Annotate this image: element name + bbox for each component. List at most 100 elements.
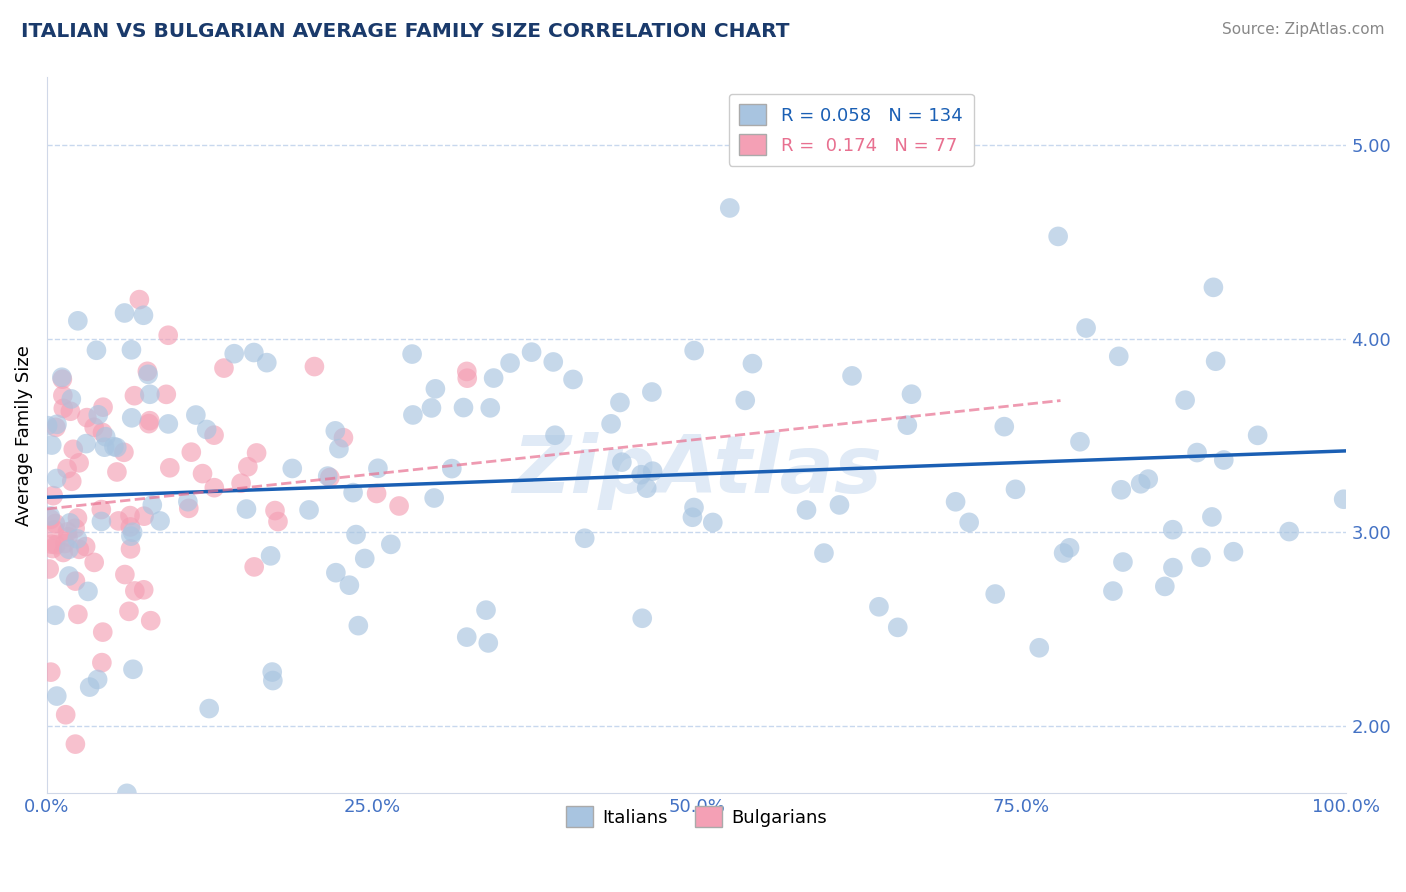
Point bbox=[212, 361, 235, 376]
Point bbox=[62, 442, 84, 457]
Point bbox=[264, 503, 287, 517]
Point bbox=[267, 515, 290, 529]
Point bbox=[76, 410, 98, 425]
Point bbox=[236, 459, 259, 474]
Point bbox=[65, 737, 87, 751]
Point bbox=[245, 446, 267, 460]
Text: Source: ZipAtlas.com: Source: ZipAtlas.com bbox=[1222, 22, 1385, 37]
Point bbox=[195, 422, 218, 436]
Point bbox=[262, 673, 284, 688]
Point bbox=[159, 460, 181, 475]
Point bbox=[1201, 510, 1223, 524]
Point bbox=[456, 371, 478, 385]
Point bbox=[60, 392, 83, 406]
Point bbox=[202, 428, 225, 442]
Point bbox=[124, 583, 146, 598]
Point bbox=[60, 475, 83, 489]
Point bbox=[52, 401, 75, 416]
Point bbox=[90, 502, 112, 516]
Point bbox=[128, 293, 150, 307]
Point bbox=[262, 665, 284, 679]
Point bbox=[52, 545, 75, 559]
Point bbox=[337, 578, 360, 592]
Point bbox=[957, 516, 980, 530]
Point bbox=[66, 607, 89, 622]
Point bbox=[41, 541, 63, 556]
Point bbox=[813, 546, 835, 560]
Point bbox=[380, 537, 402, 551]
Point bbox=[149, 514, 172, 528]
Point bbox=[37, 418, 59, 433]
Point bbox=[1161, 560, 1184, 574]
Point bbox=[132, 308, 155, 322]
Point bbox=[993, 419, 1015, 434]
Point bbox=[609, 395, 631, 409]
Point bbox=[347, 618, 370, 632]
Point bbox=[157, 328, 180, 343]
Point bbox=[482, 371, 505, 385]
Point bbox=[828, 498, 851, 512]
Point bbox=[1102, 584, 1125, 599]
Point bbox=[136, 364, 159, 378]
Point bbox=[1205, 354, 1227, 368]
Point bbox=[259, 549, 281, 563]
Point bbox=[453, 401, 475, 415]
Point bbox=[1069, 434, 1091, 449]
Point bbox=[53, 536, 76, 550]
Text: ZipAtlas: ZipAtlas bbox=[512, 433, 882, 510]
Point bbox=[120, 541, 142, 556]
Point bbox=[45, 420, 67, 434]
Point bbox=[114, 306, 136, 320]
Point bbox=[1112, 555, 1135, 569]
Point bbox=[631, 611, 654, 625]
Point bbox=[945, 495, 967, 509]
Point bbox=[1059, 541, 1081, 555]
Point bbox=[440, 461, 463, 475]
Point bbox=[235, 502, 257, 516]
Point bbox=[1161, 523, 1184, 537]
Point bbox=[45, 538, 67, 552]
Point bbox=[1108, 349, 1130, 363]
Point bbox=[65, 574, 87, 588]
Point bbox=[202, 481, 225, 495]
Point bbox=[86, 673, 108, 687]
Point bbox=[887, 620, 910, 634]
Point bbox=[93, 440, 115, 454]
Point bbox=[138, 414, 160, 428]
Point bbox=[118, 604, 141, 618]
Point bbox=[56, 524, 79, 539]
Point bbox=[630, 467, 652, 482]
Point bbox=[1174, 393, 1197, 408]
Point bbox=[180, 445, 202, 459]
Point bbox=[52, 388, 75, 402]
Point bbox=[63, 521, 86, 535]
Point bbox=[51, 370, 73, 384]
Point bbox=[224, 347, 246, 361]
Point bbox=[420, 401, 443, 415]
Point bbox=[896, 418, 918, 433]
Point bbox=[91, 425, 114, 440]
Point bbox=[177, 501, 200, 516]
Point bbox=[56, 530, 79, 544]
Point bbox=[83, 555, 105, 569]
Point bbox=[141, 498, 163, 512]
Point bbox=[479, 401, 502, 415]
Point bbox=[900, 387, 922, 401]
Point bbox=[718, 201, 741, 215]
Point bbox=[319, 470, 342, 484]
Point bbox=[83, 420, 105, 434]
Point bbox=[139, 614, 162, 628]
Point bbox=[46, 417, 69, 432]
Point bbox=[681, 510, 703, 524]
Point bbox=[75, 436, 97, 450]
Point bbox=[641, 384, 664, 399]
Point bbox=[59, 516, 82, 530]
Point bbox=[112, 445, 135, 459]
Point bbox=[124, 389, 146, 403]
Point bbox=[1074, 321, 1097, 335]
Point bbox=[118, 508, 141, 523]
Point bbox=[1153, 579, 1175, 593]
Point bbox=[132, 509, 155, 524]
Point bbox=[67, 456, 90, 470]
Point bbox=[367, 461, 389, 475]
